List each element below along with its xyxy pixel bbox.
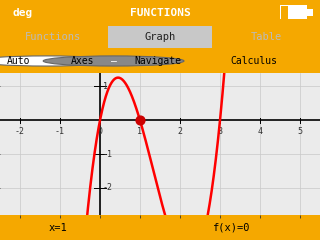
Bar [108,26,212,48]
Text: 4: 4 [258,127,262,136]
Text: -1: -1 [55,127,65,136]
Text: FUNCTIONS: FUNCTIONS [130,8,190,18]
Text: 3: 3 [218,127,222,136]
Text: x=1: x=1 [48,222,67,233]
Text: Calculus: Calculus [230,56,277,66]
Text: 0: 0 [98,127,102,136]
Text: 5: 5 [298,127,302,136]
Text: 1: 1 [103,82,108,91]
Text: Axes: Axes [70,56,94,66]
Text: Table: Table [251,32,282,42]
Text: Navigate: Navigate [134,56,181,66]
Circle shape [43,56,184,66]
Text: -2: -2 [103,183,113,192]
Text: Auto: Auto [6,56,30,66]
Bar [281,6,288,19]
Text: Functions: Functions [25,32,82,42]
Bar [307,9,313,16]
Text: deg: deg [13,8,33,18]
Text: -1: -1 [103,150,113,159]
Text: 1: 1 [138,127,142,136]
Point [138,118,143,122]
Text: f(x)=0: f(x)=0 [212,222,249,233]
Circle shape [0,56,117,66]
Text: Graph: Graph [144,32,176,42]
Text: 2: 2 [178,127,182,136]
Text: –: – [111,56,116,66]
Text: -2: -2 [15,127,25,136]
Bar [280,6,307,19]
